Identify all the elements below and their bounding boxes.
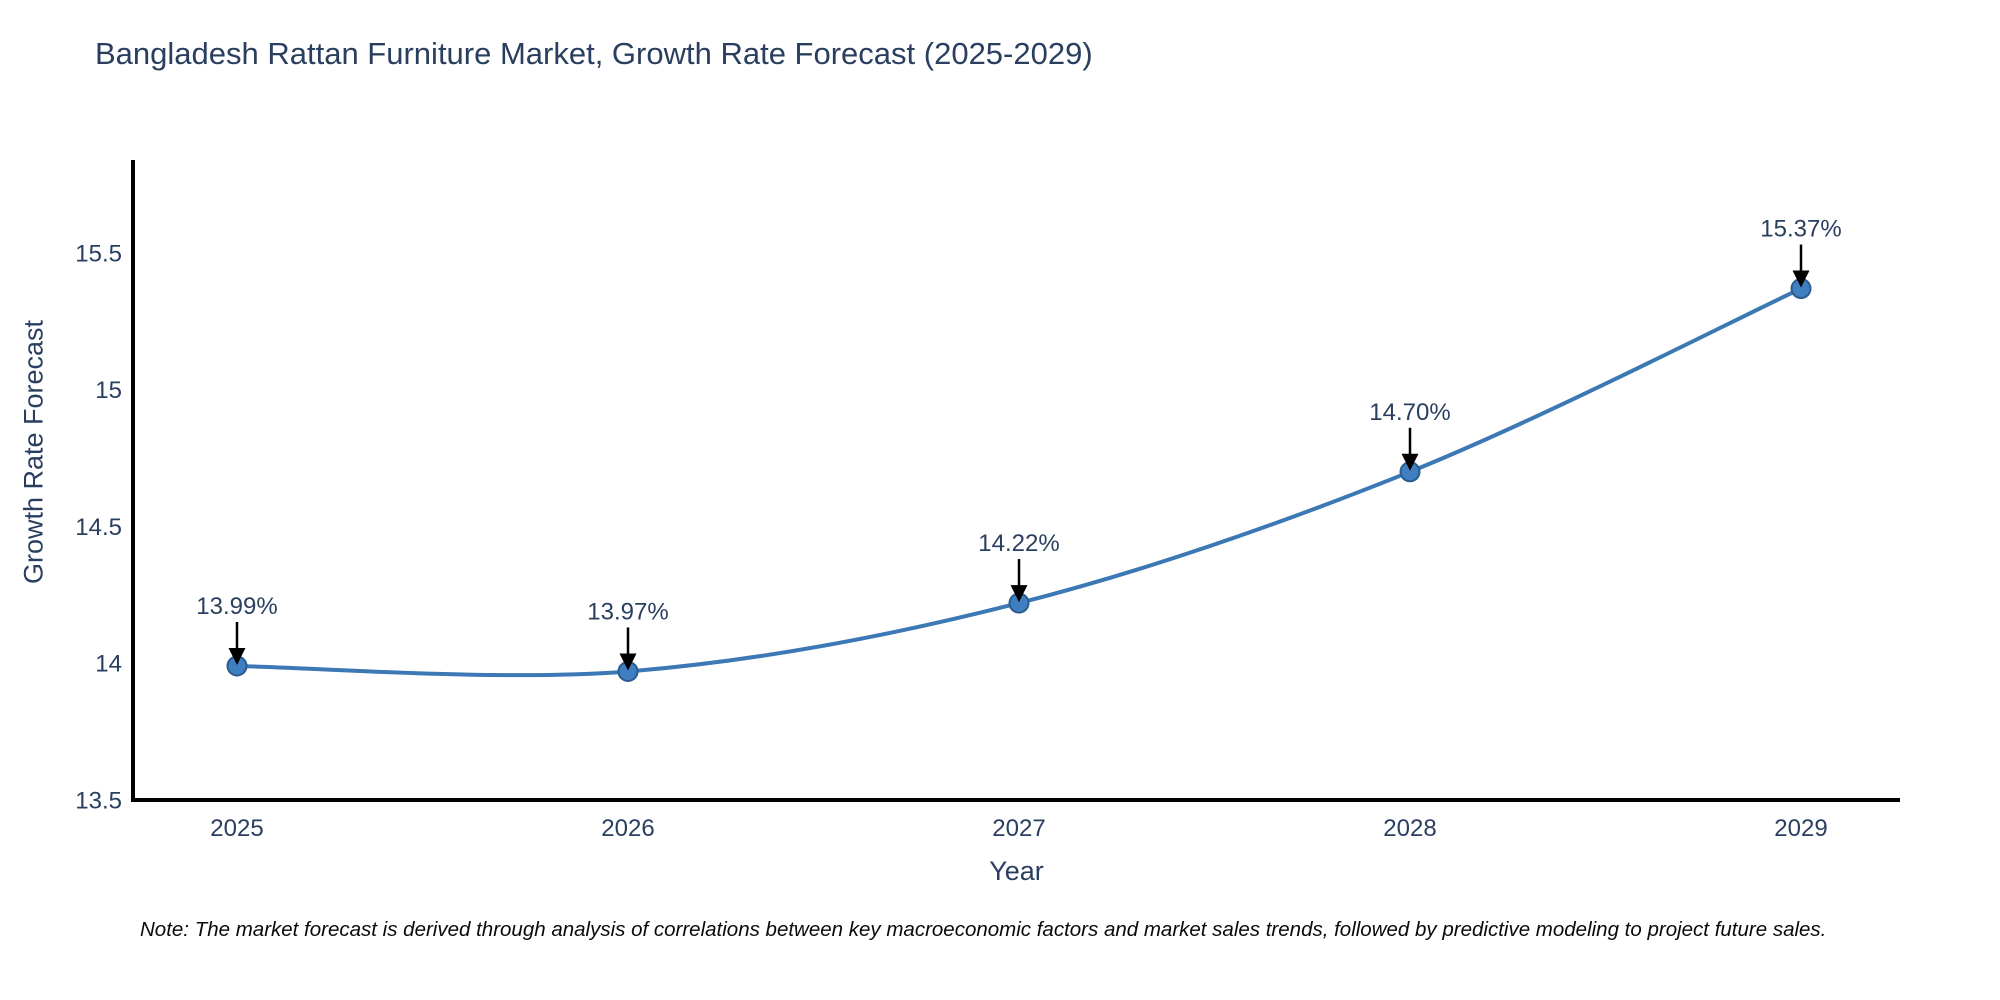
annotation-arrowhead: [1792, 270, 1810, 288]
y-tick-label: 14: [95, 651, 122, 678]
y-tick-label: 15: [95, 377, 122, 404]
point-value-label: 13.97%: [587, 598, 668, 625]
y-tick-label: 14.5: [75, 514, 122, 541]
x-tick-label: 2028: [1383, 815, 1436, 842]
point-value-label: 15.37%: [1760, 216, 1841, 243]
annotation-arrowhead: [619, 653, 637, 671]
x-tick-label: 2026: [601, 815, 654, 842]
x-axis-title: Year: [989, 856, 1044, 886]
point-value-label: 14.70%: [1369, 399, 1450, 426]
annotation-arrowhead: [228, 647, 246, 665]
footnote: Note: The market forecast is derived thr…: [140, 918, 1827, 941]
point-value-label: 13.99%: [196, 593, 277, 620]
x-tick-label: 2027: [992, 815, 1045, 842]
y-tick-label: 15.5: [75, 240, 122, 267]
x-tick-label: 2029: [1774, 815, 1827, 842]
chart-title: Bangladesh Rattan Furniture Market, Grow…: [95, 36, 1093, 71]
y-axis-title: Growth Rate Forecast: [18, 319, 49, 585]
annotation-arrowhead: [1401, 453, 1419, 471]
annotation-arrowhead: [1010, 585, 1028, 603]
point-value-label: 14.22%: [978, 530, 1059, 557]
line-series: [235, 286, 1803, 678]
x-tick-label: 2025: [210, 815, 263, 842]
y-tick-label: 13.5: [75, 788, 122, 815]
